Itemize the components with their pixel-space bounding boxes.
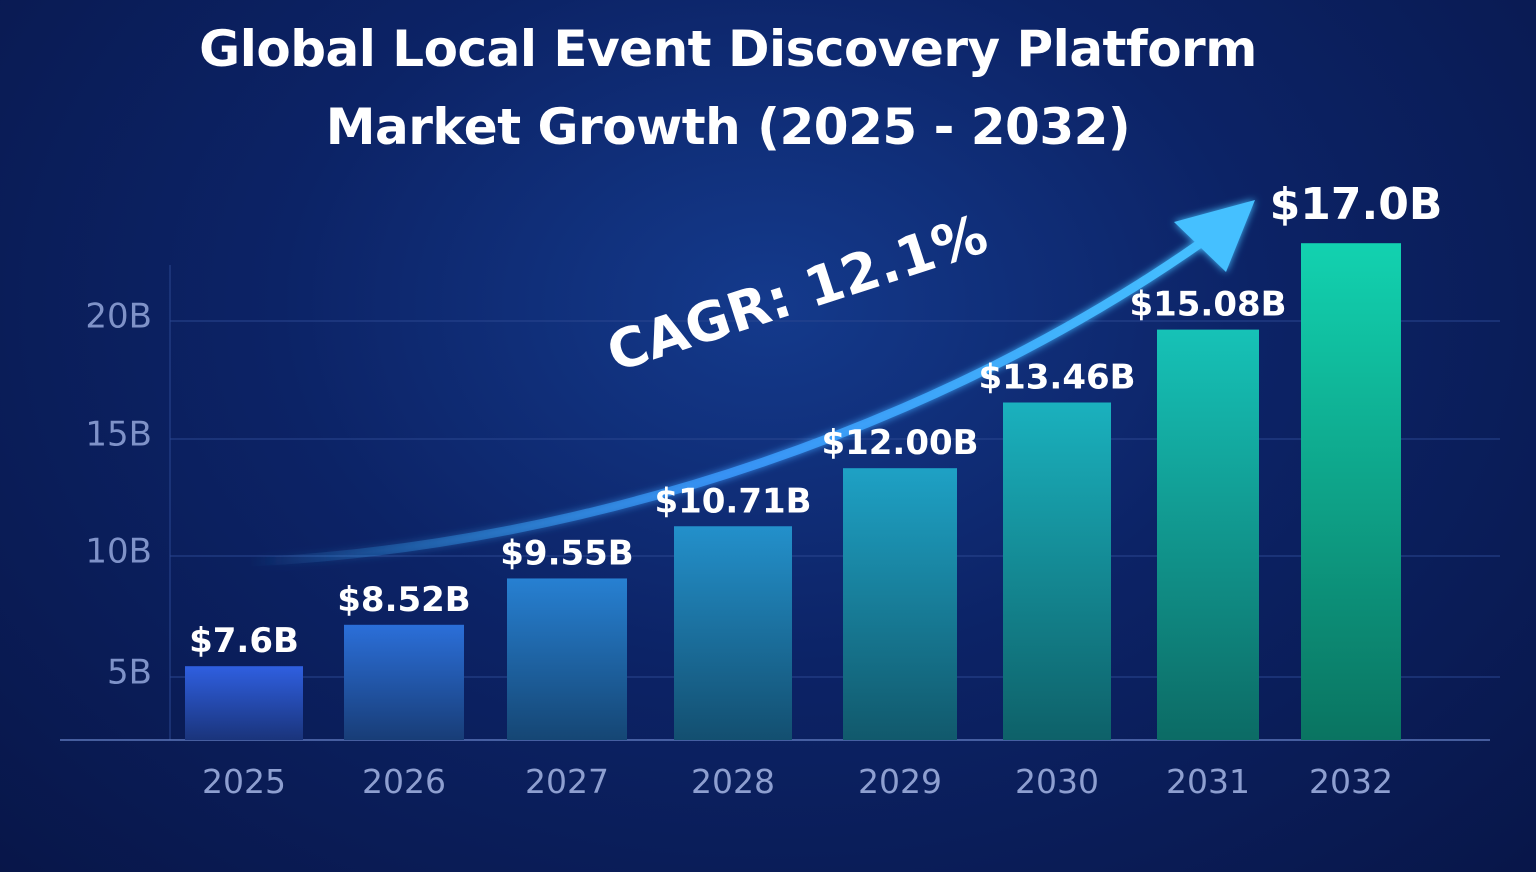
bar-2031 bbox=[1157, 329, 1259, 740]
chart-subtitle: Market Growth (2025 - 2032) bbox=[325, 98, 1131, 156]
data-label: $8.52B bbox=[337, 580, 470, 620]
bar-2028 bbox=[674, 526, 792, 740]
arrow-head-icon bbox=[1174, 200, 1255, 272]
x-tick-label: 2029 bbox=[858, 762, 942, 801]
y-tick-label: 5B bbox=[107, 653, 152, 693]
bar-2030 bbox=[1003, 402, 1111, 740]
bar-2026 bbox=[344, 624, 464, 740]
growth-arrow bbox=[249, 236, 1208, 567]
data-label: $17.0B bbox=[1270, 179, 1443, 230]
x-tick-label: 2025 bbox=[202, 762, 286, 801]
x-tick-label: 2027 bbox=[525, 762, 609, 801]
data-label: $10.71B bbox=[654, 481, 811, 521]
data-label: $7.6B bbox=[189, 621, 299, 661]
bar-2025 bbox=[185, 666, 303, 740]
x-tick-label: 2028 bbox=[691, 762, 775, 801]
data-label: $15.08B bbox=[1129, 285, 1286, 325]
y-tick-label: 15B bbox=[85, 415, 152, 455]
x-tick-label: 2031 bbox=[1166, 762, 1250, 801]
y-tick-label: 10B bbox=[85, 532, 152, 572]
y-tick-label: 20B bbox=[85, 297, 152, 337]
data-label: $12.00B bbox=[821, 423, 978, 463]
chart-title: Global Local Event Discovery Platform bbox=[199, 20, 1257, 78]
bar-2032 bbox=[1301, 243, 1401, 740]
x-tick-label: 2026 bbox=[362, 762, 446, 801]
cagr-annotation: CAGR: 12.1% bbox=[600, 202, 995, 384]
bar-2029 bbox=[843, 468, 957, 740]
x-tick-label: 2032 bbox=[1309, 762, 1393, 801]
data-label: $9.55B bbox=[500, 533, 633, 573]
data-label: $13.46B bbox=[978, 358, 1135, 398]
bar-2027 bbox=[507, 578, 627, 740]
x-tick-label: 2030 bbox=[1015, 762, 1099, 801]
